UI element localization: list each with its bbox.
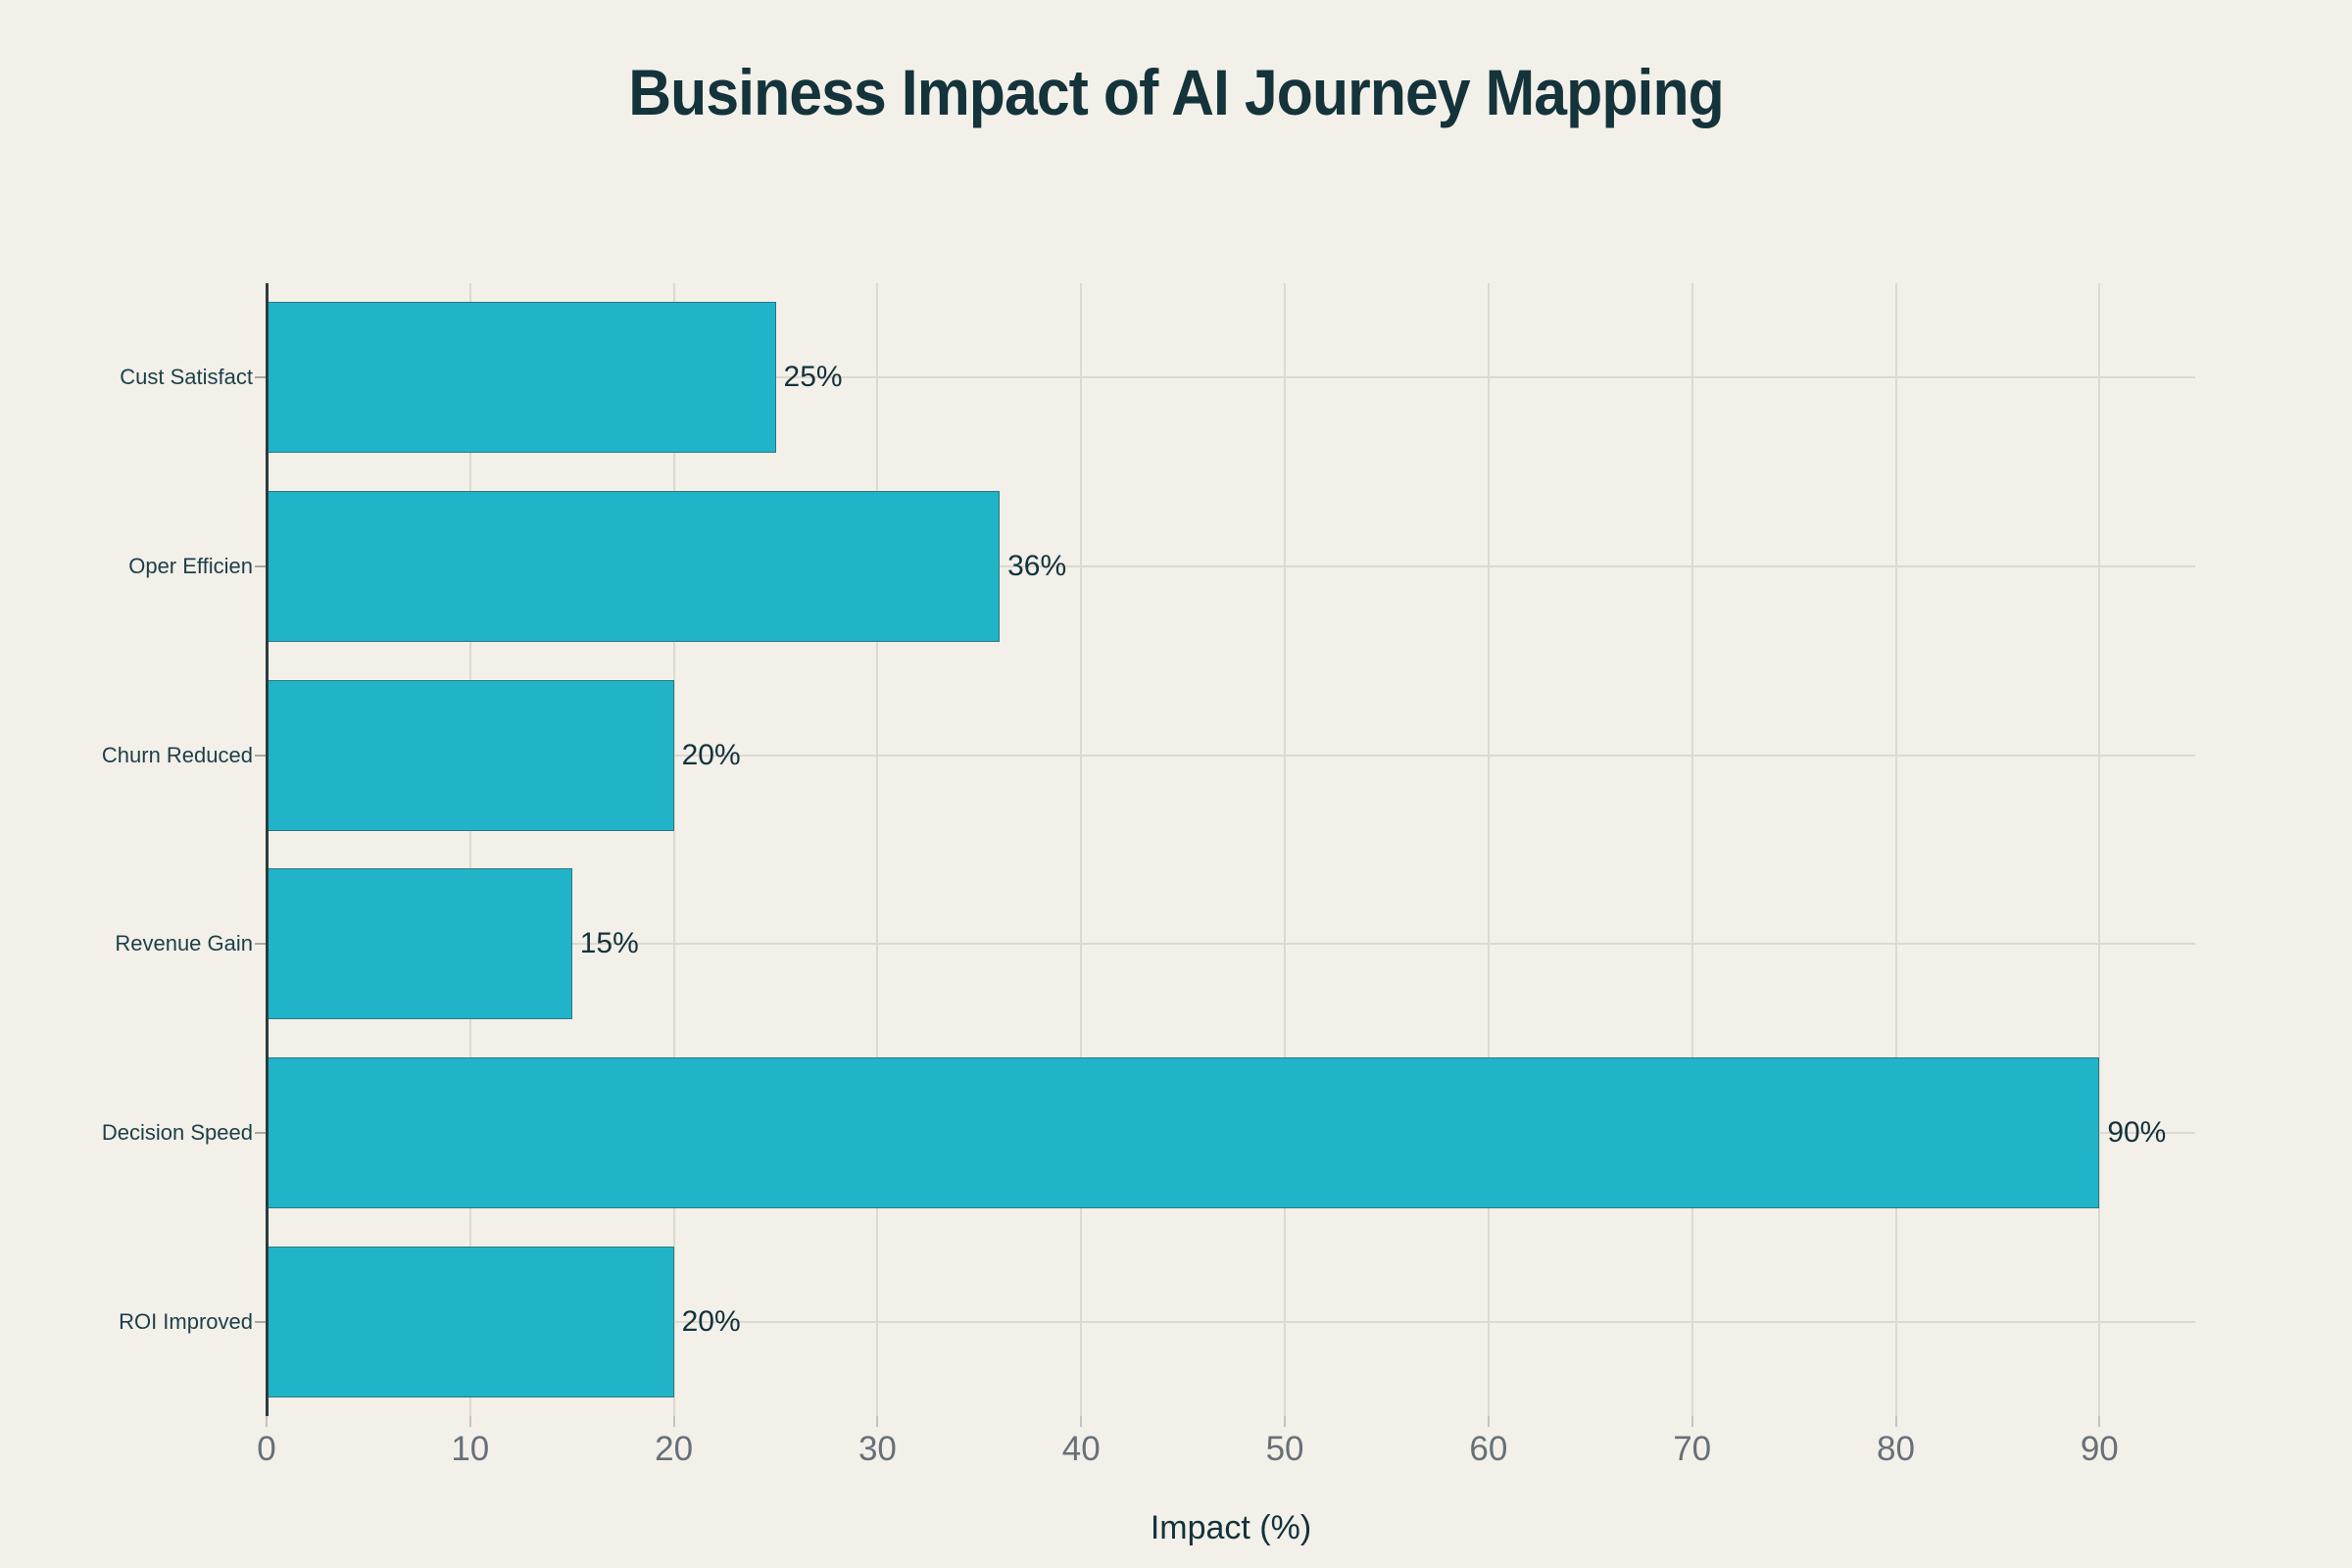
x-tick-mark: [1690, 1416, 1693, 1427]
bar: [267, 868, 572, 1020]
x-axis-title: Impact (%): [1150, 1509, 1312, 1546]
category-tick: [255, 565, 267, 567]
vertical-gridline: [876, 283, 879, 1416]
vertical-gridline: [1284, 283, 1287, 1416]
vertical-gridline: [1690, 283, 1693, 1416]
x-tick-mark: [1894, 1416, 1897, 1427]
category-tick: [255, 1132, 267, 1134]
bar-value-label: 15%: [579, 927, 639, 960]
x-tick-mark: [2098, 1416, 2101, 1427]
plot-area: Impact (%) 0 10 20 30 40 50 60 70 80 90 Cust Satis…: [102, 283, 2195, 1546]
x-tick-label: 90: [2080, 1430, 2119, 1468]
y-axis-line: [266, 283, 269, 1416]
x-tick-mark: [468, 1416, 471, 1427]
bar: [267, 1056, 2100, 1209]
x-tick-mark: [1487, 1416, 1490, 1427]
x-tick-label: 60: [1469, 1430, 1508, 1468]
category-tick: [255, 1320, 267, 1323]
bar: [267, 679, 674, 831]
x-tick-label: 80: [1877, 1430, 1915, 1468]
horizontal-gridline: [267, 376, 2195, 379]
vertical-gridline: [1487, 283, 1490, 1416]
bar-value-label: 25%: [783, 361, 843, 394]
chart-title: Business Impact of AI Journey Mapping: [628, 56, 1724, 128]
horizontal-gridline: [267, 754, 2195, 757]
bar: [267, 490, 1001, 643]
category-label: Cust Satisfact: [120, 365, 253, 390]
x-tick-label: 70: [1673, 1430, 1712, 1468]
category-label: Oper Efficien: [128, 554, 253, 578]
horizontal-gridline: [267, 565, 2195, 567]
x-tick-label: 40: [1061, 1430, 1101, 1468]
bar: [267, 1246, 674, 1397]
vertical-gridline: [2098, 283, 2101, 1416]
x-tick-label: 0: [257, 1430, 276, 1468]
x-tick-mark: [266, 1416, 268, 1427]
x-tick-label: 20: [655, 1430, 694, 1468]
bar-value-label: 20%: [681, 738, 741, 771]
category-tick: [255, 754, 267, 757]
category-label: Churn Reduced: [101, 742, 253, 767]
bar: [267, 302, 776, 454]
x-tick-label: 10: [451, 1430, 490, 1468]
vertical-gridline: [1894, 283, 1897, 1416]
category-tick: [255, 943, 267, 946]
bar-value-label: 36%: [1007, 550, 1067, 582]
bar-value-label: 90%: [2107, 1116, 2167, 1149]
vertical-gridline: [672, 283, 675, 1416]
x-tick-mark: [1080, 1416, 1083, 1427]
vertical-gridline: [468, 283, 471, 1416]
x-tick-label: 50: [1265, 1430, 1304, 1468]
category-label: ROI Improved: [119, 1308, 253, 1334]
x-tick-mark: [876, 1416, 879, 1427]
category-tick: [255, 376, 267, 379]
vertical-gridline: [1080, 283, 1083, 1416]
x-tick-label: 30: [858, 1430, 897, 1468]
category-label: Decision Speed: [101, 1120, 253, 1145]
x-tick-mark: [1284, 1416, 1287, 1427]
horizontal-gridline: [267, 1320, 2195, 1323]
bar-value-label: 20%: [681, 1304, 741, 1338]
x-tick-mark: [672, 1416, 675, 1427]
category-label: Revenue Gain: [115, 931, 253, 956]
horizontal-gridline: [267, 943, 2195, 946]
